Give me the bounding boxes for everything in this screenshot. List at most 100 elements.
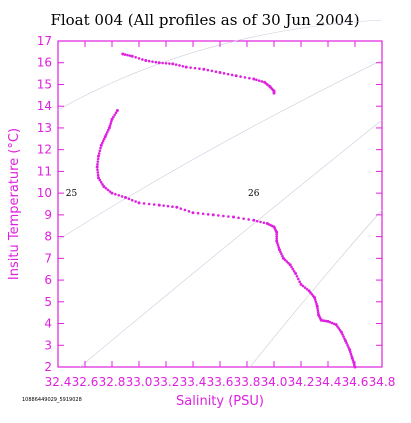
data-point-fill <box>305 288 309 291</box>
data-point-fill <box>262 221 266 225</box>
data-point-fill <box>352 361 355 364</box>
data-point-fill <box>248 76 251 80</box>
data-point-fill <box>291 267 295 271</box>
y-axis-label: Insitu Temperature (°C) <box>7 128 22 280</box>
data-point-fill <box>171 205 174 209</box>
data-point <box>317 313 321 317</box>
data-point-fill <box>96 157 100 161</box>
y-tick-label: 11 <box>37 164 52 178</box>
y-tick-label: 7 <box>44 251 52 265</box>
data-point-fill <box>110 120 113 123</box>
x-tick-label: 34.2 <box>288 375 315 389</box>
data-point-fill <box>348 350 352 354</box>
data-point <box>252 218 256 222</box>
data-point-fill <box>316 307 319 310</box>
data-point <box>191 211 195 215</box>
data-point-fill <box>313 298 317 301</box>
data-point-fill <box>259 220 262 224</box>
data-point-fill <box>101 139 105 143</box>
data-point <box>175 205 179 209</box>
data-point <box>97 154 100 158</box>
data-point-fill <box>112 115 115 119</box>
data-point <box>234 74 238 78</box>
data-point-fill <box>297 277 300 281</box>
profile-points <box>95 52 357 369</box>
data-point-fill <box>147 202 151 206</box>
data-point <box>272 91 276 95</box>
data-point-fill <box>330 321 334 325</box>
data-point-fill <box>332 322 336 326</box>
data-point-fill <box>174 63 178 66</box>
data-point-fill <box>109 122 112 125</box>
data-point-fill <box>141 58 144 61</box>
data-point-fill <box>161 61 164 65</box>
data-point-fill <box>120 195 124 198</box>
x-tick-label: 34.4 <box>315 375 342 389</box>
data-point-fill <box>151 60 154 63</box>
x-tick-label: 33.8 <box>234 375 261 389</box>
y-tick-label: 13 <box>37 121 52 135</box>
data-point <box>144 59 148 63</box>
data-point <box>350 356 354 360</box>
data-point-fill <box>96 173 100 177</box>
data-point <box>130 54 134 58</box>
data-point-fill <box>345 341 348 345</box>
data-point-fill <box>130 198 134 202</box>
y-tick-label: 8 <box>44 230 52 244</box>
data-point <box>252 77 256 81</box>
x-tick-label: 33.6 <box>207 375 234 389</box>
data-point <box>97 176 100 180</box>
data-point-fill <box>281 254 284 258</box>
data-point-fill <box>298 280 301 283</box>
data-point-fill <box>166 204 170 208</box>
data-point <box>124 195 127 199</box>
x-tick-label: 32.8 <box>99 375 126 389</box>
data-point-fill <box>178 64 181 67</box>
data-point-fill <box>226 72 230 76</box>
data-point-fill <box>98 178 102 182</box>
data-point-fill <box>206 213 210 216</box>
x-tick-label: 32.6 <box>72 375 99 389</box>
data-point-fill <box>315 302 318 306</box>
x-tick-label: 34.0 <box>261 375 288 389</box>
data-point-fill <box>101 183 104 186</box>
data-point-fill <box>255 219 259 223</box>
data-point-fill <box>201 212 205 216</box>
data-point-fill <box>164 61 168 65</box>
data-point <box>184 65 188 69</box>
y-tick-label: 3 <box>44 338 52 352</box>
chart-title: Float 004 (All profiles as of 30 Jun 200… <box>50 11 359 29</box>
data-point <box>107 126 111 130</box>
data-point <box>315 304 319 308</box>
data-point-fill <box>217 214 220 217</box>
data-point-fill <box>338 329 342 332</box>
data-point-fill <box>239 75 242 78</box>
x-axis-label: Salinity (PSU) <box>176 394 264 409</box>
data-point-fill <box>100 141 104 145</box>
data-point-fill <box>275 237 279 241</box>
data-point-fill <box>102 137 106 141</box>
data-point-fill <box>108 190 112 193</box>
x-tick-label: 34.8 <box>369 375 396 389</box>
plot-frame <box>57 40 383 368</box>
data-point-fill <box>127 197 131 201</box>
data-point <box>157 61 161 65</box>
data-point <box>103 135 107 139</box>
data-point-fill <box>193 66 197 70</box>
data-point-fill <box>227 215 230 218</box>
data-point-fill <box>277 246 281 249</box>
data-point <box>121 52 125 56</box>
data-point-fill <box>114 111 118 115</box>
data-point <box>281 256 285 260</box>
data-point-fill <box>106 128 110 132</box>
data-point <box>353 365 357 369</box>
data-point <box>110 191 114 195</box>
data-point-fill <box>351 359 355 362</box>
data-point-fill <box>96 168 99 172</box>
data-point-fill <box>279 250 282 254</box>
data-point-fill <box>276 243 280 247</box>
data-point <box>95 165 99 169</box>
x-tick-label: 34.6 <box>342 375 369 389</box>
data-point-fill <box>187 210 191 213</box>
